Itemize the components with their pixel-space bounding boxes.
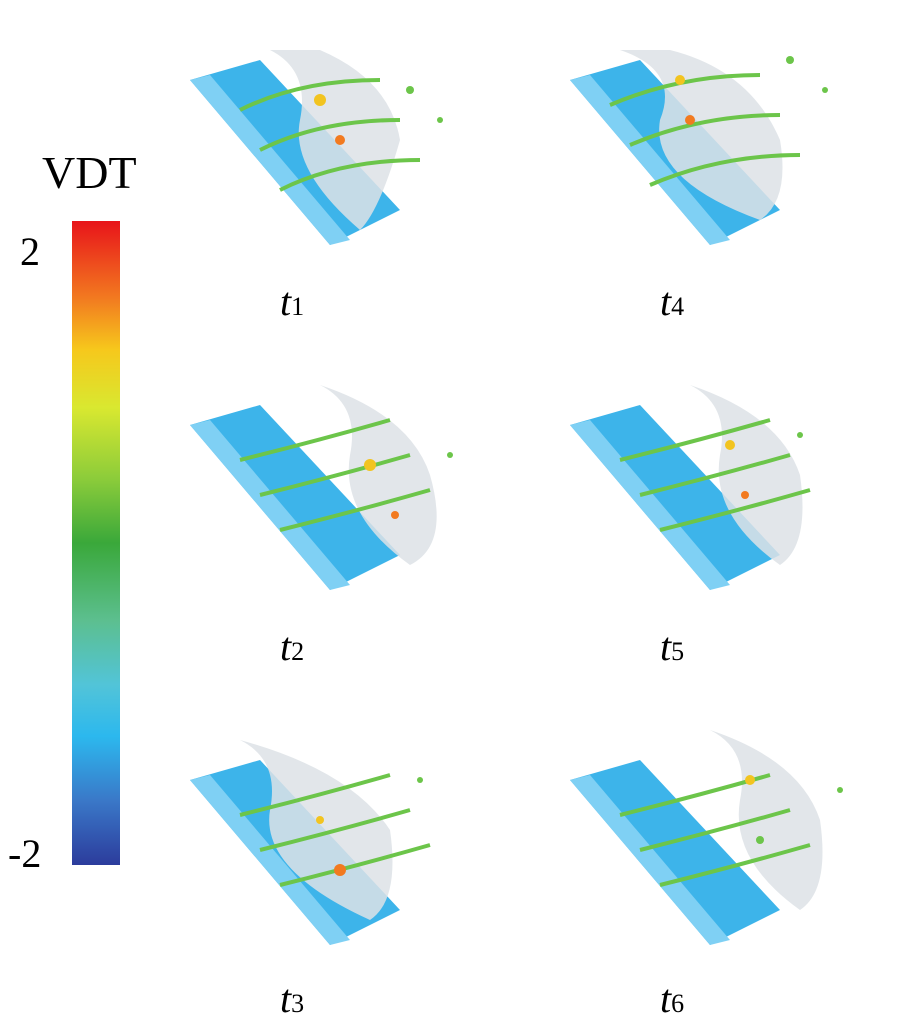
airfoil-vortex-render — [570, 50, 828, 245]
vortex-blob — [437, 117, 443, 123]
colorbar-title: VDT — [42, 147, 137, 198]
panel-t6: t6 — [560, 720, 880, 1021]
vortex-blob — [837, 787, 843, 793]
airfoil-vortex-render — [570, 385, 811, 590]
airfoil-leading-edge — [570, 775, 730, 945]
vortex-core — [690, 385, 803, 565]
vortex-blob — [447, 452, 453, 458]
panel-t5: t5 — [560, 365, 880, 669]
vortex-core — [240, 740, 393, 920]
airfoil-leading-edge — [190, 775, 350, 945]
vortex-ring — [259, 118, 401, 152]
vortex-ring — [619, 418, 771, 462]
vortex-blob — [685, 115, 695, 125]
vortex-blob — [364, 459, 376, 471]
airfoil-vortex-render — [570, 730, 843, 945]
time-label-t3: t3 — [280, 976, 305, 1021]
vortex-ring — [279, 158, 421, 192]
vortex-blob — [417, 777, 423, 783]
vortex-ring — [639, 453, 791, 497]
panel-t1: t1 — [180, 20, 500, 324]
airfoil-leading-edge — [190, 420, 350, 590]
panel-t2: t2 — [180, 365, 500, 669]
vortex-blob — [334, 864, 346, 876]
vortex-ring — [629, 113, 781, 147]
vortex-ring — [239, 78, 381, 112]
vortex-blob — [822, 87, 828, 93]
vortex-ring — [239, 418, 391, 462]
airfoil-leading-edge — [190, 75, 350, 245]
vortex-blob — [314, 94, 326, 106]
airfoil-vortex-render — [190, 50, 443, 245]
airfoil-leading-edge — [570, 75, 730, 245]
vortex-ring — [279, 488, 431, 532]
vortex-blob — [745, 775, 755, 785]
vortex-core — [710, 730, 823, 910]
vortex-blob — [406, 86, 414, 94]
vortex-ring — [239, 773, 391, 817]
time-label-t4: t4 — [660, 279, 685, 324]
airfoil-surface — [190, 405, 400, 590]
airfoil-surface — [570, 405, 780, 590]
time-label-t5: t5 — [660, 624, 685, 669]
airfoil-vortex-render — [190, 740, 431, 945]
airfoil-surface — [570, 760, 780, 945]
vortex-ring — [259, 808, 411, 852]
vortex-ring — [659, 843, 811, 887]
vortex-blob — [756, 836, 764, 844]
vortex-core — [320, 385, 437, 565]
colorbar-min-label: -2 — [8, 831, 42, 876]
vortex-blob — [741, 491, 749, 499]
vortex-blob — [786, 56, 794, 64]
panel-t3: t3 — [180, 720, 500, 1021]
time-label-t2: t2 — [280, 624, 305, 669]
panel-t4: t4 — [560, 20, 880, 324]
vortex-ring — [659, 488, 811, 532]
vortex-blob — [391, 511, 399, 519]
colorbar — [72, 221, 120, 865]
vortex-ring — [259, 453, 411, 497]
airfoil-leading-edge — [570, 420, 730, 590]
vortex-blob — [797, 432, 803, 438]
colorbar-max-label: 2 — [20, 229, 40, 274]
airfoil-vortex-render — [190, 385, 453, 590]
time-label-t6: t6 — [660, 976, 685, 1021]
vortex-ring — [639, 808, 791, 852]
vortex-ring — [649, 153, 801, 187]
vortex-blob — [725, 440, 735, 450]
vortex-core — [620, 50, 783, 220]
vortex-ring — [279, 843, 431, 887]
time-label-t1: t1 — [280, 279, 305, 324]
vortex-blob — [675, 75, 685, 85]
vortex-blob — [335, 135, 345, 145]
vortex-blob — [316, 816, 324, 824]
